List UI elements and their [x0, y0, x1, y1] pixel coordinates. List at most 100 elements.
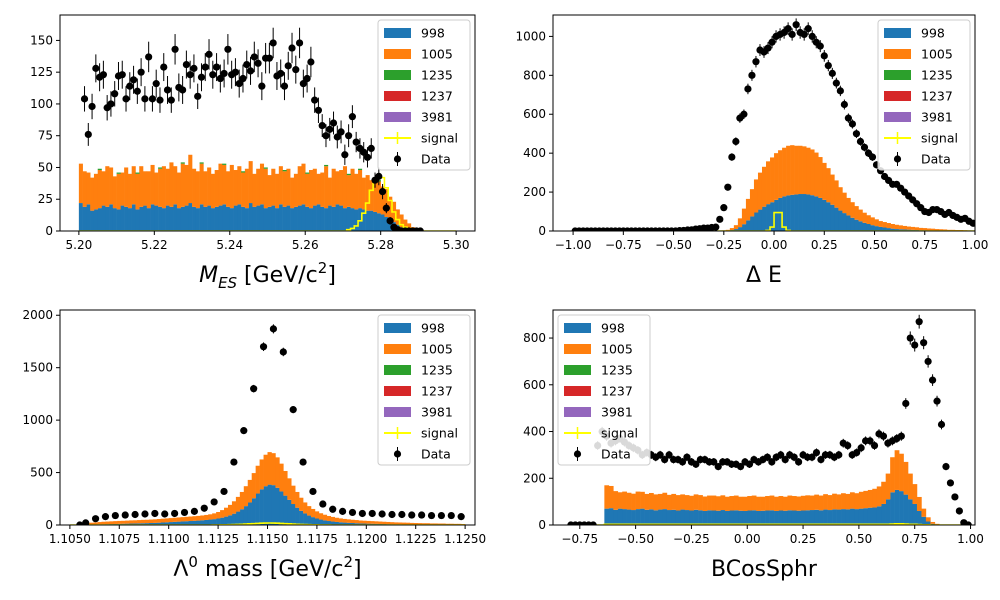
bar [382, 521, 387, 525]
bar [222, 164, 227, 205]
data-point [740, 110, 748, 118]
bar [263, 168, 268, 209]
bar [282, 206, 287, 231]
bar [192, 168, 197, 207]
bar [271, 485, 276, 525]
legend-label: Data [421, 152, 451, 167]
panel-2: −1.00 −0.75 −0.50 −0.25 0.00 0.25 0.50 0.75 1.00… [515, 14, 988, 288]
legend-swatch [884, 112, 911, 122]
x-axis-label: Δ E [746, 263, 782, 288]
bar [251, 473, 256, 499]
data-point [928, 376, 937, 384]
bar [698, 495, 703, 511]
bar [881, 481, 886, 504]
x-tick-label: −0.75 [561, 532, 598, 546]
bar [314, 518, 320, 525]
legend-swatch [573, 450, 582, 458]
bar [885, 499, 891, 525]
legend-swatch [384, 91, 411, 101]
bar [267, 484, 272, 525]
bar [263, 486, 268, 525]
bar [657, 493, 663, 510]
bar [693, 494, 699, 510]
bar [330, 521, 335, 525]
data-point [745, 460, 754, 468]
bar [790, 145, 795, 195]
bar [144, 519, 150, 524]
bar [160, 522, 166, 525]
bar [188, 154, 193, 204]
bar [267, 206, 272, 231]
legend-swatch [884, 28, 911, 38]
bar [150, 164, 155, 205]
bar [715, 496, 721, 511]
bar [903, 494, 909, 525]
x-tick-label: 0.00 [761, 238, 788, 252]
data-point [897, 432, 905, 440]
bar [180, 162, 185, 164]
bar [899, 491, 904, 525]
bar [227, 504, 233, 516]
bar [747, 510, 753, 525]
bar [267, 175, 272, 207]
bar [369, 210, 374, 231]
data-point [683, 453, 691, 461]
data-point [367, 144, 375, 153]
bar [809, 495, 815, 511]
legend-swatch [884, 70, 911, 80]
bar [858, 209, 863, 222]
y-tick-label: 400 [523, 425, 546, 439]
bar [290, 208, 295, 231]
data-point [382, 204, 390, 212]
x-tick-label: 5.30 [443, 238, 470, 252]
bar [309, 208, 314, 231]
bar [890, 492, 895, 525]
x-tick-label: 1.1200 [345, 532, 387, 546]
bar [753, 212, 759, 231]
y-tick-label: 0 [538, 224, 546, 238]
bar [127, 173, 132, 209]
bar [814, 494, 820, 510]
bar [239, 491, 245, 510]
x-tick-label: 1.1250 [444, 532, 486, 546]
bar [850, 217, 855, 231]
bar [322, 520, 328, 525]
legend-swatch [384, 112, 411, 122]
data-point [246, 67, 255, 75]
bar [782, 496, 788, 511]
bar [112, 176, 117, 209]
bar [890, 457, 895, 493]
data-point [840, 100, 848, 109]
data-point [133, 87, 141, 95]
legend: 998 1005 1235 1237 3981 signal Data [877, 19, 971, 171]
data-point [322, 132, 330, 140]
bar [267, 452, 272, 485]
data-point [231, 68, 240, 76]
bar [164, 518, 169, 523]
bar [826, 168, 831, 203]
bar [239, 509, 245, 525]
bar [842, 192, 847, 214]
bar [188, 203, 193, 231]
axes-frame [552, 14, 976, 232]
bar [912, 503, 918, 525]
legend-label: 1005 [421, 47, 453, 62]
legend-label: 3981 [421, 405, 453, 420]
bar [826, 202, 831, 231]
data-point [303, 74, 311, 83]
bar [680, 494, 686, 510]
bar [222, 204, 227, 231]
bar [244, 168, 249, 209]
bar [760, 496, 766, 511]
bar [82, 171, 87, 207]
bar [247, 502, 252, 525]
bar [613, 509, 619, 525]
bar [290, 177, 295, 209]
data-point [781, 455, 789, 464]
data-point [736, 462, 745, 471]
bar [922, 228, 928, 231]
bar [657, 509, 663, 525]
data-point [190, 64, 198, 72]
data-point [368, 509, 376, 518]
bar [346, 173, 351, 176]
